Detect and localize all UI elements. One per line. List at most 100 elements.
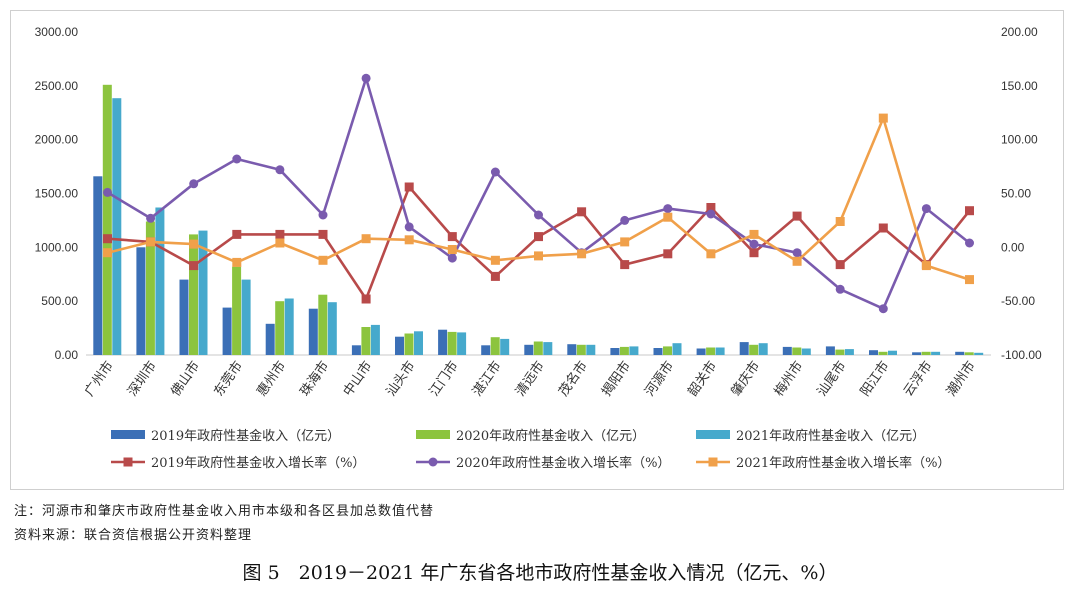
line-2-point-7 <box>361 73 371 83</box>
bar-1-3 <box>179 279 189 355</box>
line-3-point-21 <box>965 275 974 285</box>
legend-swatch-bar-1 <box>111 430 145 439</box>
bar-3-17 <box>801 348 811 355</box>
bar-2-4 <box>232 266 242 355</box>
bar-1-2 <box>136 247 146 355</box>
bar-2-18 <box>835 349 845 355</box>
category-label: 河源市 <box>642 358 677 399</box>
line-2-point-6 <box>318 210 328 220</box>
legend-marker-3 <box>708 457 718 467</box>
bar-2-3 <box>189 234 198 355</box>
line-1-point-4 <box>232 229 242 239</box>
bar-3-4 <box>241 279 251 355</box>
line-3-point-2 <box>146 237 156 247</box>
line-1-point-13 <box>620 260 630 270</box>
bar-3-14 <box>672 343 682 355</box>
bar-1-9 <box>438 329 448 355</box>
bar-1-20 <box>912 352 922 355</box>
line-2-point-13 <box>620 215 630 225</box>
category-label: 茂名市 <box>555 358 590 399</box>
bar-3-21 <box>974 352 984 355</box>
category-label: 汕尾市 <box>814 358 849 399</box>
bar-1-18 <box>825 346 835 355</box>
line-1-point-19 <box>878 223 888 233</box>
line-1-point-1 <box>103 234 112 244</box>
line-3-point-10 <box>490 255 500 265</box>
bar-3-10 <box>500 338 510 355</box>
category-label: 阳江市 <box>857 358 892 399</box>
legend-marker-1 <box>123 457 133 467</box>
bar-1-4 <box>222 307 232 355</box>
bar-3-3 <box>198 230 208 355</box>
bar-1-15 <box>696 348 706 355</box>
legend-label: 2020年政府性基金收入增长率（%） <box>456 455 670 471</box>
bar-3-13 <box>629 346 639 355</box>
bar-3-19 <box>888 350 897 355</box>
category-label: 肇庆市 <box>728 358 763 399</box>
line-3-point-11 <box>534 251 543 261</box>
category-label: 揭阳市 <box>598 358 633 399</box>
category-label: 清远市 <box>512 358 547 399</box>
line-1-point-6 <box>318 229 328 239</box>
line-2-point-21 <box>965 238 974 248</box>
line-2-point-18 <box>835 284 845 294</box>
line-2-point-1 <box>103 187 112 197</box>
bar-3-15 <box>715 347 725 355</box>
line-3-point-18 <box>835 217 845 226</box>
bar-2-12 <box>576 344 586 355</box>
category-label: 潮州市 <box>943 358 978 399</box>
bar-1-6 <box>308 308 318 355</box>
figure-caption: 图 5 2019－2021 年广东省各地市政府性基金收入情况（亿元、%） <box>242 562 838 584</box>
line-1-point-18 <box>835 260 845 270</box>
bar-3-9 <box>457 332 467 355</box>
bar-2-9 <box>447 331 457 355</box>
category-label: 云浮市 <box>900 358 935 399</box>
bar-1-11 <box>524 344 534 355</box>
line-3-point-3 <box>189 239 199 249</box>
line-3-point-15 <box>706 249 716 259</box>
bar-1-19 <box>869 350 878 355</box>
category-label: 中山市 <box>340 358 375 399</box>
line-1-point-16 <box>749 248 759 258</box>
right-tick-label: 200.00 <box>1001 25 1038 39</box>
bar-3-1 <box>112 98 122 355</box>
line-2-point-17 <box>792 248 802 258</box>
bar-3-8 <box>414 331 423 355</box>
category-label: 惠州市 <box>254 358 289 399</box>
bar-2-20 <box>921 351 931 355</box>
line-2-point-14 <box>663 204 673 214</box>
line-2-point-2 <box>146 213 156 223</box>
right-tick-label: 0.00 <box>1001 240 1025 254</box>
line-3-point-8 <box>404 235 414 245</box>
bar-1-21 <box>955 351 965 355</box>
bar-1-14 <box>653 348 663 355</box>
left-tick-label: 500.00 <box>41 294 78 308</box>
line-2-point-9 <box>447 253 457 263</box>
line-1-point-17 <box>792 211 802 221</box>
bar-2-1 <box>102 84 112 356</box>
bar-1-1 <box>93 176 103 355</box>
left-tick-label: 0.00 <box>55 348 79 362</box>
right-tick-label: -50.00 <box>1001 294 1035 308</box>
legend-label: 2019年政府性基金收入（亿元） <box>151 428 340 444</box>
line-3-point-13 <box>620 237 630 247</box>
footnote: 注：河源市和肇庆市政府性基金收入用市本级和各区县加总数值代替 <box>14 504 435 519</box>
bar-3-6 <box>327 302 337 355</box>
right-tick-label: 50.00 <box>1001 187 1031 201</box>
line-2-point-5 <box>275 165 285 175</box>
legend-marker-2 <box>428 457 438 467</box>
category-label: 韶关市 <box>685 358 720 399</box>
bar-1-8 <box>395 336 404 355</box>
line-2-point-16 <box>749 239 759 249</box>
left-tick-label: 3000.00 <box>35 25 79 39</box>
bar-1-17 <box>782 346 792 355</box>
legend-label: 2019年政府性基金收入增长率（%） <box>151 455 365 471</box>
legend-swatch-bar-2 <box>416 430 450 439</box>
line-2-point-11 <box>534 210 543 220</box>
category-label: 汕头市 <box>383 358 418 399</box>
category-label: 深圳市 <box>124 358 159 399</box>
category-label: 东莞市 <box>211 358 246 399</box>
combo-chart: 0.00 500.00 1000.00 1500.00 2000.00 2500.00 30… <box>35 25 1042 471</box>
bar-2-15 <box>706 347 716 355</box>
bar-1-10 <box>481 345 491 355</box>
